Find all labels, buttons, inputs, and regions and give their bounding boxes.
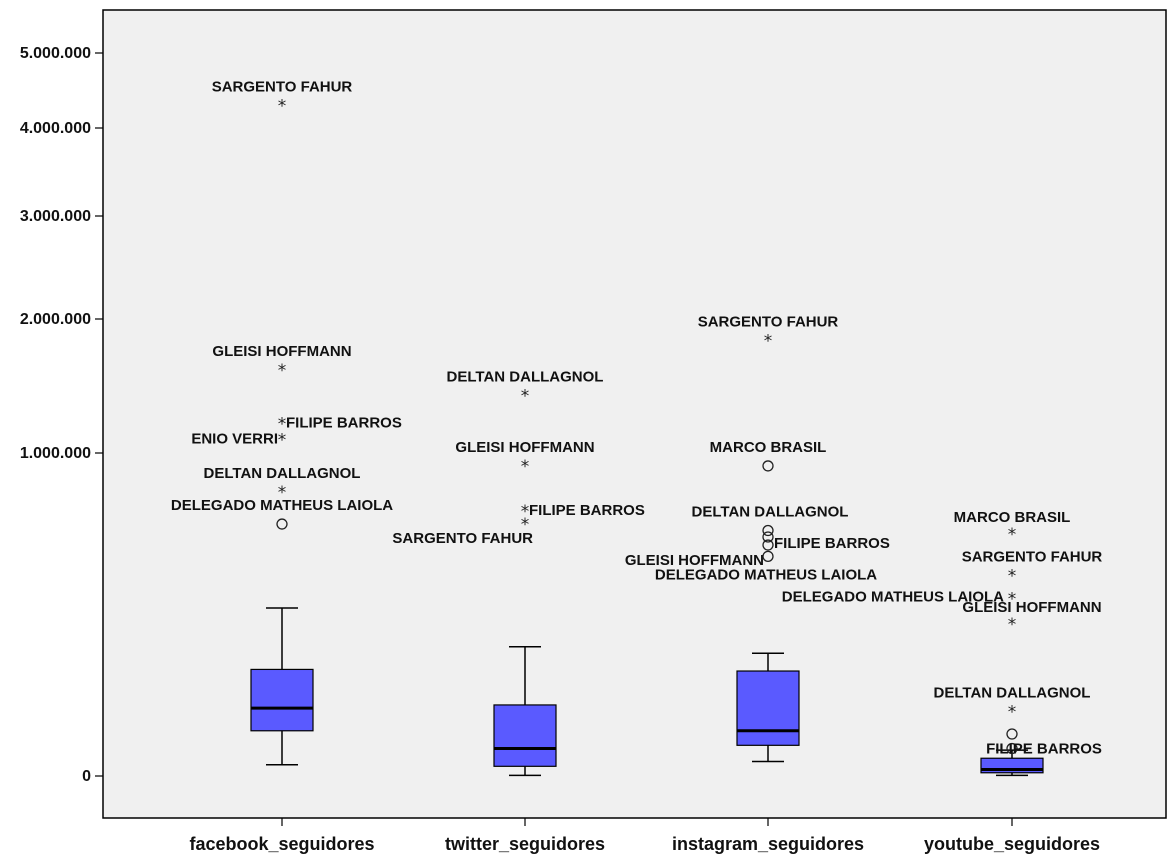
extreme-outlier-marker: * — [278, 361, 287, 381]
y-tick-label: 4.000.000 — [20, 120, 91, 137]
x-axis: facebook_seguidores twitter_seguidores ins… — [189, 818, 1100, 854]
outlier-label: FILIPE BARROS — [286, 415, 402, 432]
iqr-box — [493, 704, 557, 767]
extreme-outlier-marker: * — [1008, 615, 1017, 635]
extreme-outlier-marker: * — [521, 502, 530, 522]
outlier-label: GLEISI HOFFMANN — [455, 439, 594, 456]
x-category-label: twitter_seguidores — [445, 834, 605, 854]
y-tick-label: 5.000.000 — [20, 45, 91, 62]
outlier-label: DELEGADO MATHEUS LAIOLA — [655, 566, 877, 583]
outlier-marker — [762, 524, 774, 537]
iqr-box — [736, 670, 800, 746]
y-tick-label: 2.000.000 — [20, 311, 91, 328]
box-youtube_seguidores — [980, 749, 1044, 777]
extreme-outlier-marker: * — [521, 386, 530, 406]
extreme-outlier-marker: * — [764, 331, 773, 351]
outlier-label: FILIPE BARROS — [986, 741, 1102, 758]
extreme-outlier-marker: * — [1008, 589, 1017, 609]
outlier-marker — [762, 539, 774, 551]
extreme-outlier-marker: * — [1008, 702, 1017, 722]
outlier-label: DELTAN DALLAGNOL — [447, 368, 604, 385]
extreme-outlier-marker: * — [278, 483, 287, 503]
box-twitter_seguidores — [493, 646, 557, 777]
extreme-outlier-marker: * — [521, 457, 530, 477]
outlier-group: *SARGENTO FAHUR*GLEISI HOFFMANN* FILIPE B… — [171, 79, 1103, 758]
extreme-outlier-marker: * — [521, 515, 530, 535]
extreme-outlier-marker: * — [278, 97, 287, 117]
extreme-outlier-marker: * — [1008, 525, 1017, 545]
outlier-label: DELTAN DALLAGNOL — [204, 465, 361, 482]
outlier-label: SARGENTO FAHUR — [962, 549, 1103, 566]
iqr-box — [250, 668, 314, 732]
outlier-label: ENIO VERRI — [191, 431, 278, 448]
y-tick-label: 3.000.000 — [20, 208, 91, 225]
y-tick-label: 1.000.000 — [20, 445, 91, 462]
x-category-label: facebook_seguidores — [189, 834, 374, 854]
outlier-label: DELTAN DALLAGNOL — [692, 504, 849, 521]
box-group — [250, 607, 1044, 777]
outlier-label: FILIPE BARROS — [529, 502, 645, 519]
outlier-marker — [276, 518, 288, 530]
box-instagram_seguidores — [736, 652, 800, 763]
outlier-marker — [762, 531, 774, 543]
outlier-label: DELTAN DALLAGNOL — [934, 684, 1091, 701]
outlier-label: MARCO BRASIL — [710, 439, 827, 456]
outlier-marker — [762, 550, 774, 563]
outlier-label: GLEISI HOFFMANN — [625, 552, 764, 569]
y-axis: 0 1.000.000 2.000.000 3.000.000 4.000.000 5.0… — [20, 45, 103, 785]
outlier-marker — [762, 460, 774, 472]
outlier-label: FILIPE BARROS — [774, 535, 890, 552]
outlier-label: GLEISI HOFFMANN — [962, 599, 1101, 616]
y-tick-label: 0 — [82, 768, 91, 785]
box-facebook_seguidores — [250, 607, 314, 766]
outlier-label: DELEGADO MATHEUS LAIOLA — [782, 588, 1004, 605]
outlier-marker — [1006, 742, 1018, 755]
outlier-label: SARGENTO FAHUR — [212, 79, 353, 96]
outlier-label: SARGENTO FAHUR — [698, 313, 839, 330]
outlier-label: GLEISI HOFFMANN — [212, 343, 351, 360]
outlier-label: SARGENTO FAHUR — [392, 530, 533, 547]
outlier-marker — [1006, 728, 1018, 740]
extreme-outlier-marker: * — [1008, 567, 1017, 587]
x-category-label: youtube_seguidores — [924, 834, 1100, 854]
outlier-label: DELEGADO MATHEUS LAIOLA — [171, 497, 393, 514]
outlier-label: MARCO BRASIL — [954, 509, 1071, 526]
extreme-outlier-marker: * — [278, 431, 287, 451]
extreme-outlier-marker: * — [278, 415, 287, 435]
x-category-label: instagram_seguidores — [672, 834, 864, 854]
